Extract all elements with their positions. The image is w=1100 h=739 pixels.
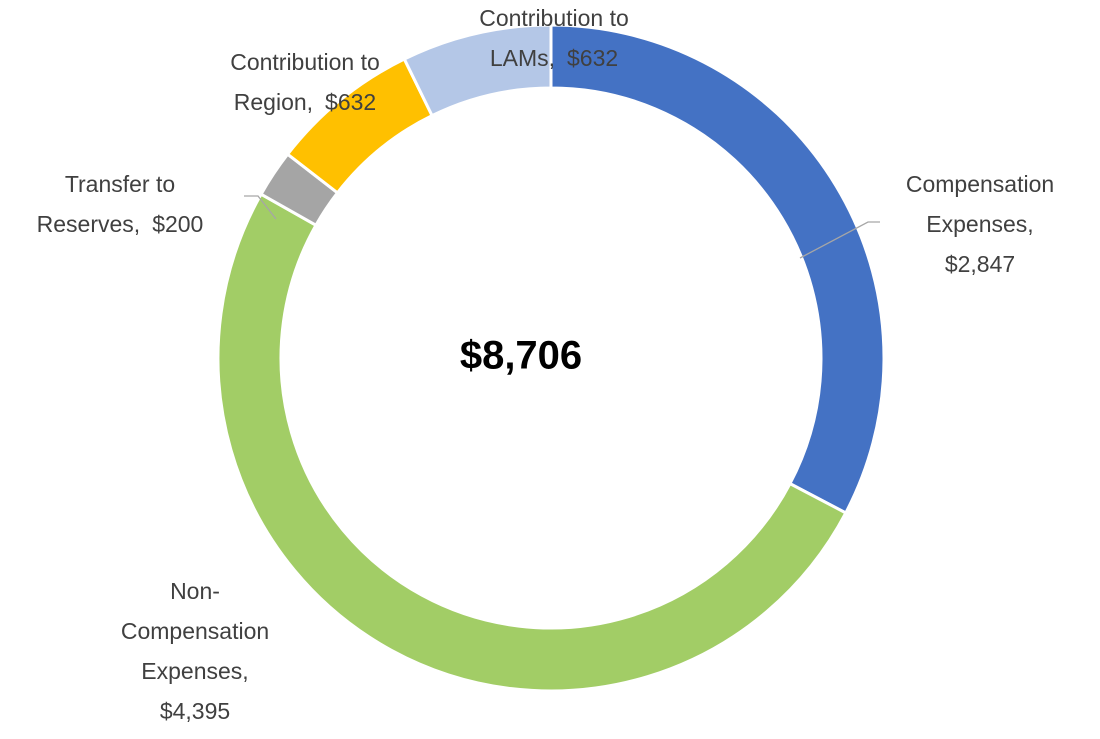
- data-label-line: Reserves, $200: [37, 211, 204, 237]
- value-label: $2,847: [945, 251, 1015, 277]
- data-label: Transfer to Reserves, $200: [37, 171, 204, 237]
- category-label: LAMs,: [490, 45, 555, 71]
- category-label: Compensation: [906, 171, 1054, 197]
- category-label: Region,: [234, 89, 313, 115]
- donut-slice: [402, 23, 553, 118]
- center-total: $8,706: [460, 334, 582, 378]
- value-label: $4,395: [160, 698, 230, 724]
- category-label: Compensation: [121, 618, 269, 644]
- leader-line: [799, 221, 880, 259]
- data-label-line: Region, $632: [234, 89, 376, 115]
- value-label: $632: [567, 45, 618, 71]
- category-label: Expenses,: [926, 211, 1033, 237]
- value-label: $200: [152, 211, 203, 237]
- value-label: $632: [325, 89, 376, 115]
- category-label: Contribution to: [230, 49, 380, 75]
- data-label: Non- Compensation Expenses, $4,395: [121, 578, 269, 724]
- leader-line: [244, 195, 277, 220]
- donut-slice: [549, 23, 886, 515]
- category-label: Non-: [170, 578, 220, 604]
- category-label: Contribution to: [479, 5, 629, 31]
- data-label-line: LAMs, $632: [490, 45, 618, 71]
- data-label: Compensation Expenses, $2,847: [906, 171, 1054, 277]
- category-label: Expenses,: [141, 658, 248, 684]
- donut-slice: [216, 192, 848, 693]
- data-label: Contribution to LAMs, $632: [479, 5, 629, 71]
- data-label: Contribution to Region, $632: [230, 49, 380, 115]
- category-label: Transfer to: [65, 171, 175, 197]
- category-label: Reserves,: [37, 211, 141, 237]
- donut-slice: [285, 57, 435, 195]
